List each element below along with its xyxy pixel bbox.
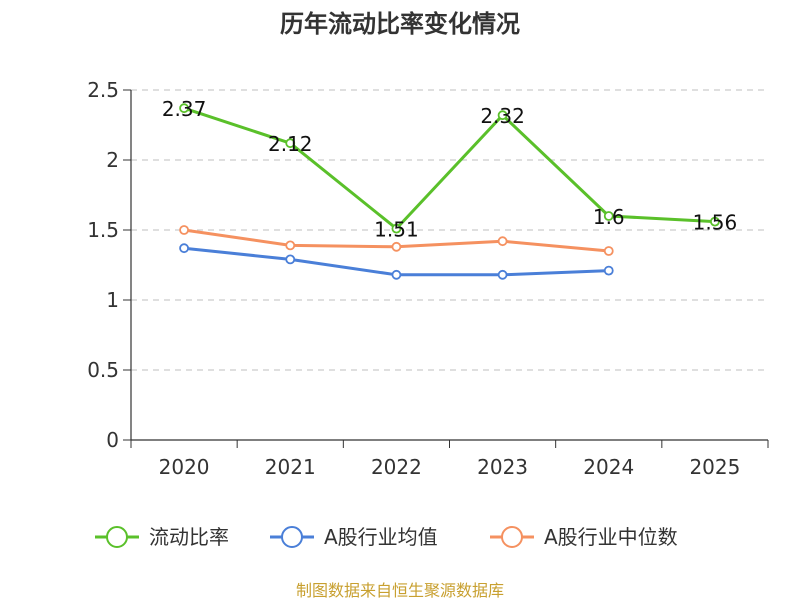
series-lines [179, 103, 720, 280]
data-label: 2.12 [268, 132, 313, 156]
axes [123, 89, 769, 448]
gridlines [131, 89, 768, 371]
legend-swatch-marker [281, 526, 303, 548]
legend-swatch-marker [501, 526, 523, 548]
x-tick-label: 2022 [371, 455, 422, 479]
data-point [179, 243, 189, 254]
y-tick-label: 2.5 [87, 78, 119, 102]
data-point [497, 236, 508, 247]
y-tick-label: 0 [106, 428, 119, 452]
data-point [603, 211, 614, 221]
legend-label: 流动比率 [149, 525, 229, 549]
data-label: 1.56 [693, 211, 738, 235]
legend-label: A股行业均值 [324, 525, 438, 549]
data-point [285, 254, 296, 265]
data-point [179, 225, 189, 235]
x-tick-label: 2023 [477, 455, 528, 479]
x-axis-ticks: 2020 2021 2022 2023 2024 2025 [159, 455, 741, 479]
data-point [710, 216, 720, 227]
data-label: 2.37 [162, 97, 207, 121]
x-tick-label: 2020 [159, 455, 210, 479]
data-label: 1.51 [374, 218, 419, 242]
data-point [497, 110, 508, 121]
y-tick-label: 0.5 [87, 358, 119, 382]
data-point [391, 241, 402, 252]
legend-swatch-marker [106, 526, 128, 548]
data-point [285, 138, 296, 149]
legend: 流动比率 A股行业均值 A股行业中位数 [95, 525, 678, 549]
data-point [179, 103, 189, 114]
y-tick-label: 2 [106, 148, 119, 172]
data-label: 1.6 [593, 205, 625, 229]
data-labels: 2.37 2.12 1.51 2.32 1.6 1.56 [162, 97, 737, 241]
y-tick-label: 1 [106, 288, 119, 312]
data-point [391, 223, 402, 234]
x-tick-label: 2025 [689, 455, 740, 479]
data-point [285, 240, 296, 251]
chart-title: 历年流动比率变化情况 [280, 10, 520, 38]
source-footer: 制图数据来自恒生聚源数据库 [296, 581, 504, 600]
data-point [391, 269, 402, 280]
y-axis-ticks: 0 0.5 1 1.5 2 2.5 [87, 78, 119, 452]
data-point [497, 269, 508, 280]
x-tick-label: 2021 [265, 455, 316, 479]
data-label: 2.32 [480, 104, 525, 128]
series-line-0 [183, 106, 715, 231]
y-tick-label: 1.5 [87, 218, 119, 242]
data-point [603, 246, 614, 256]
x-tick-label: 2024 [583, 455, 634, 479]
legend-label: A股行业中位数 [544, 525, 678, 549]
data-point [603, 265, 614, 276]
